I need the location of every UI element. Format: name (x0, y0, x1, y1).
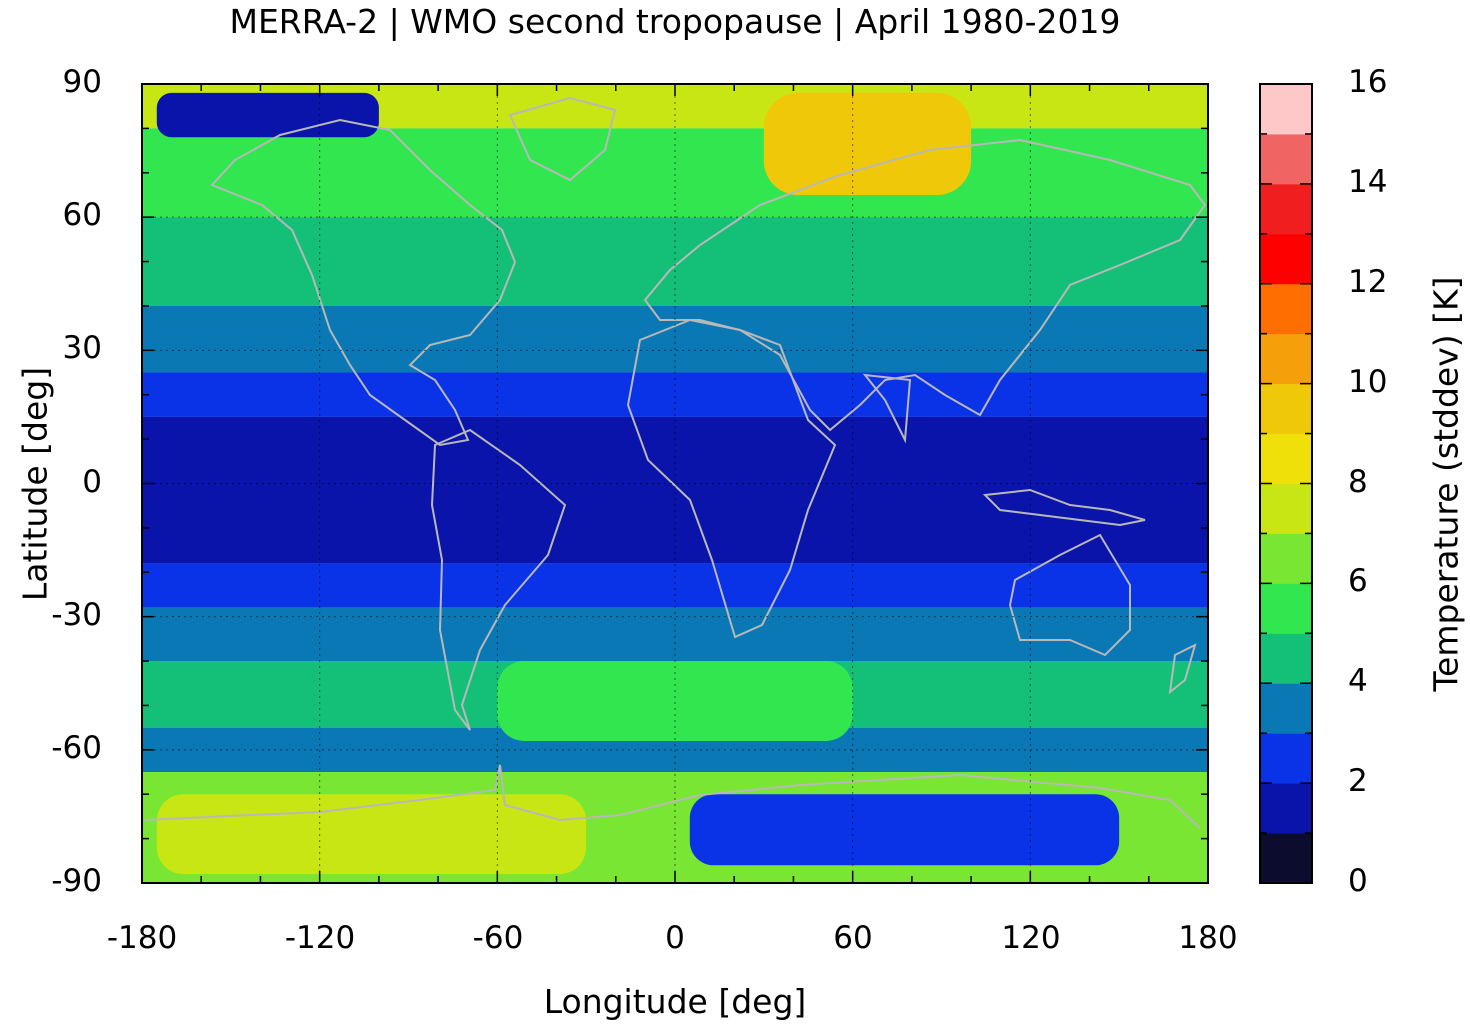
colorbar-segment (1260, 633, 1312, 684)
y-axis-label: Latitude [deg] (15, 366, 55, 602)
colorbar-tick-label: 10 (1348, 364, 1388, 400)
colorbar-segment (1260, 133, 1312, 185)
colorbar-tick-label: 4 (1348, 663, 1368, 699)
colorbar-segment (1260, 733, 1312, 784)
heatmap-patch (763, 92, 972, 195)
colorbar-segment (1260, 333, 1312, 385)
x-tick-label: -60 (472, 920, 524, 956)
colorbar-segment (1260, 483, 1312, 534)
heatmap-patch (497, 661, 853, 741)
colorbar-segment (1260, 683, 1312, 734)
heatmap-band (142, 128, 1208, 218)
x-tick-label: 0 (665, 920, 685, 956)
colorbar-segment (1260, 533, 1312, 584)
colorbar-label: Temperature (stddev) [K] (1426, 276, 1466, 692)
colorbar-segment (1260, 283, 1312, 335)
colorbar-tick-label: 2 (1348, 763, 1368, 799)
colorbar (1260, 84, 1312, 884)
colorbar-segment (1260, 833, 1312, 884)
colorbar-tick-label: 0 (1348, 863, 1368, 899)
colorbar-segment (1260, 233, 1312, 285)
grid-lines (142, 84, 1208, 883)
y-tick-label: 30 (62, 330, 102, 366)
x-tick-label: -180 (106, 920, 178, 956)
colorbar-tick-label: 14 (1348, 164, 1388, 200)
y-tick-label: -30 (51, 597, 102, 633)
colorbar-segment (1260, 84, 1312, 135)
colorbar-tick-label: 16 (1348, 64, 1388, 100)
colorbar-segment (1260, 183, 1312, 235)
x-axis-label: Longitude [deg] (543, 982, 807, 1021)
heatmap-band (142, 217, 1208, 306)
colorbar-segment (1260, 583, 1312, 634)
chart-title: MERRA-2 | WMO second tropopause | April … (229, 2, 1121, 41)
axis-ticks (141, 83, 1209, 884)
colorbar-segment (1260, 383, 1312, 435)
colorbar-tick-label: 12 (1348, 264, 1388, 300)
y-tick-label: 90 (62, 64, 102, 100)
x-tick-label: -120 (284, 920, 356, 956)
y-tick-label: 0 (82, 464, 102, 500)
y-tick-label: 60 (62, 197, 102, 233)
coastline-outlines (144, 96, 1207, 829)
heatmap-patch (156, 92, 379, 138)
x-tick-label: 120 (1001, 920, 1061, 956)
x-tick-label: 180 (1178, 920, 1238, 956)
colorbar-tick-label: 6 (1348, 563, 1368, 599)
heatmap-patch (689, 794, 1120, 866)
heatmap-band (142, 305, 1208, 373)
heatmap-band (142, 607, 1208, 662)
y-tick-label: -60 (51, 730, 102, 766)
x-tick-label: 60 (833, 920, 873, 956)
colorbar-segment (1260, 433, 1312, 484)
y-tick-label: -90 (51, 863, 102, 899)
colorbar-segment (1260, 783, 1312, 834)
colorbar-tick-label: 8 (1348, 464, 1368, 500)
